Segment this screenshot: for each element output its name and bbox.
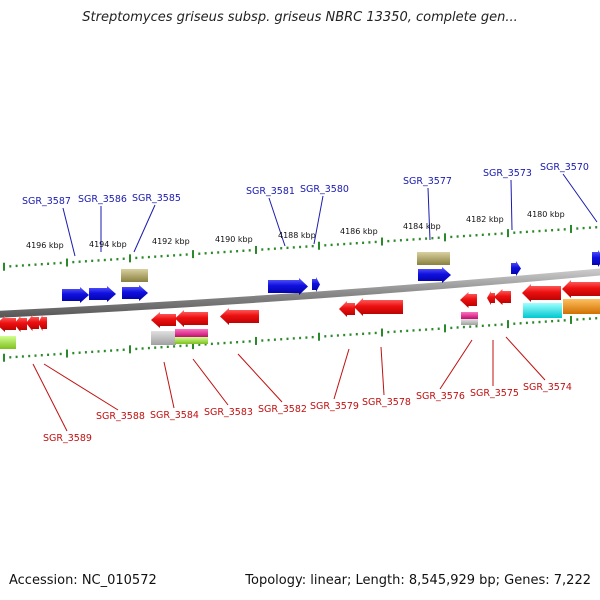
- scale-ticks-bottom: [3, 315, 598, 362]
- gene-label[interactable]: SGR_3580: [300, 184, 349, 195]
- scale-ticks-top: [3, 224, 598, 271]
- leader-line: [427, 187, 431, 241]
- scale-labels: 4196 kbp 4194 kbp 4192 kbp 4190 kbp 4188…: [26, 210, 565, 250]
- gene-label[interactable]: SGR_3574: [523, 382, 572, 393]
- gene-features: [0, 250, 600, 349]
- label-leader-lines: [32, 173, 598, 432]
- gene-label[interactable]: SGR_3587: [22, 196, 71, 207]
- gene-label[interactable]: SGR_3575: [470, 388, 519, 399]
- scale-label: 4180 kbp: [527, 210, 565, 219]
- reverse-gene: [38, 315, 47, 331]
- leader-line: [562, 173, 598, 223]
- scale-label: 4194 kbp: [89, 240, 127, 249]
- gray-feature: [461, 319, 478, 325]
- reverse-gene: [494, 289, 511, 305]
- reverse-gene: [354, 298, 403, 316]
- gene-labels-bottom: SGR_3589 SGR_3588 SGR_3584 SGR_3583 SGR_…: [43, 382, 572, 444]
- leader-line: [510, 179, 513, 231]
- leader-line: [439, 339, 473, 390]
- gene-label[interactable]: SGR_3570: [540, 162, 589, 173]
- tan-feature: [121, 269, 148, 282]
- forward-gene: [312, 277, 320, 292]
- green-feature: [0, 336, 16, 349]
- tan-feature: [417, 252, 450, 265]
- cyan-feature: [523, 303, 562, 318]
- gene-label[interactable]: SGR_3582: [258, 404, 307, 415]
- reverse-gene: [460, 292, 477, 308]
- scale-label: 4182 kbp: [466, 215, 504, 224]
- forward-gene: [122, 285, 148, 301]
- forward-gene: [62, 287, 89, 303]
- pink-feature: [175, 329, 208, 337]
- leader-line: [163, 361, 175, 409]
- leader-line: [268, 197, 286, 247]
- reverse-gene: [220, 308, 259, 325]
- reverse-gene: [339, 301, 355, 317]
- reverse-gene: [151, 312, 176, 328]
- gene-label[interactable]: SGR_3583: [204, 407, 253, 418]
- gene-label[interactable]: SGR_3576: [416, 391, 465, 402]
- green-feature: [175, 337, 208, 344]
- reverse-gene: [26, 315, 39, 331]
- gene-label[interactable]: SGR_3573: [483, 168, 532, 179]
- leader-line: [192, 358, 229, 406]
- genome-summary-text: Topology: linear; Length: 8,545,929 bp; …: [245, 573, 591, 588]
- forward-gene: [268, 278, 308, 295]
- gene-label[interactable]: SGR_3589: [43, 433, 92, 444]
- gene-label[interactable]: SGR_3585: [132, 193, 181, 204]
- scale-label: 4186 kbp: [340, 227, 378, 236]
- reverse-gene: [562, 280, 600, 298]
- reverse-gene: [14, 316, 27, 332]
- forward-gene: [418, 267, 451, 283]
- gene-label[interactable]: SGR_3588: [96, 411, 145, 422]
- reverse-gene: [0, 316, 16, 332]
- map-title: Streptomyces griseus subsp. griseus NBRC…: [82, 10, 518, 25]
- leader-line: [380, 346, 385, 396]
- accession-text: Accession: NC_010572: [9, 573, 157, 588]
- gray-feature: [151, 331, 176, 345]
- scale-label: 4184 kbp: [403, 222, 441, 231]
- forward-gene: [592, 250, 600, 267]
- leader-line: [62, 207, 76, 257]
- leader-line: [505, 336, 546, 381]
- forward-gene: [511, 261, 521, 276]
- leader-line: [133, 204, 156, 253]
- gene-label[interactable]: SGR_3579: [310, 401, 359, 412]
- gene-label[interactable]: SGR_3577: [403, 176, 452, 187]
- leader-line: [43, 363, 119, 411]
- gene-label[interactable]: SGR_3581: [246, 186, 295, 197]
- gene-label[interactable]: SGR_3586: [78, 194, 127, 205]
- pink-feature: [461, 312, 478, 319]
- orange-feature: [563, 299, 600, 314]
- scale-label: 4190 kbp: [215, 235, 253, 244]
- gene-labels-top: SGR_3587 SGR_3586 SGR_3585 SGR_3581 SGR_…: [22, 162, 589, 207]
- leader-line: [32, 363, 68, 432]
- reverse-gene: [522, 284, 561, 302]
- forward-gene: [89, 286, 116, 302]
- leader-line: [237, 353, 283, 403]
- scale-label: 4196 kbp: [26, 241, 64, 250]
- leader-line: [333, 348, 350, 400]
- scale-label: 4192 kbp: [152, 237, 190, 246]
- reverse-gene: [487, 291, 495, 305]
- gene-label[interactable]: SGR_3584: [150, 410, 199, 421]
- gene-label[interactable]: SGR_3578: [362, 397, 411, 408]
- reverse-gene: [175, 310, 208, 327]
- scale-label: 4188 kbp: [278, 231, 316, 240]
- leader-line: [313, 195, 324, 245]
